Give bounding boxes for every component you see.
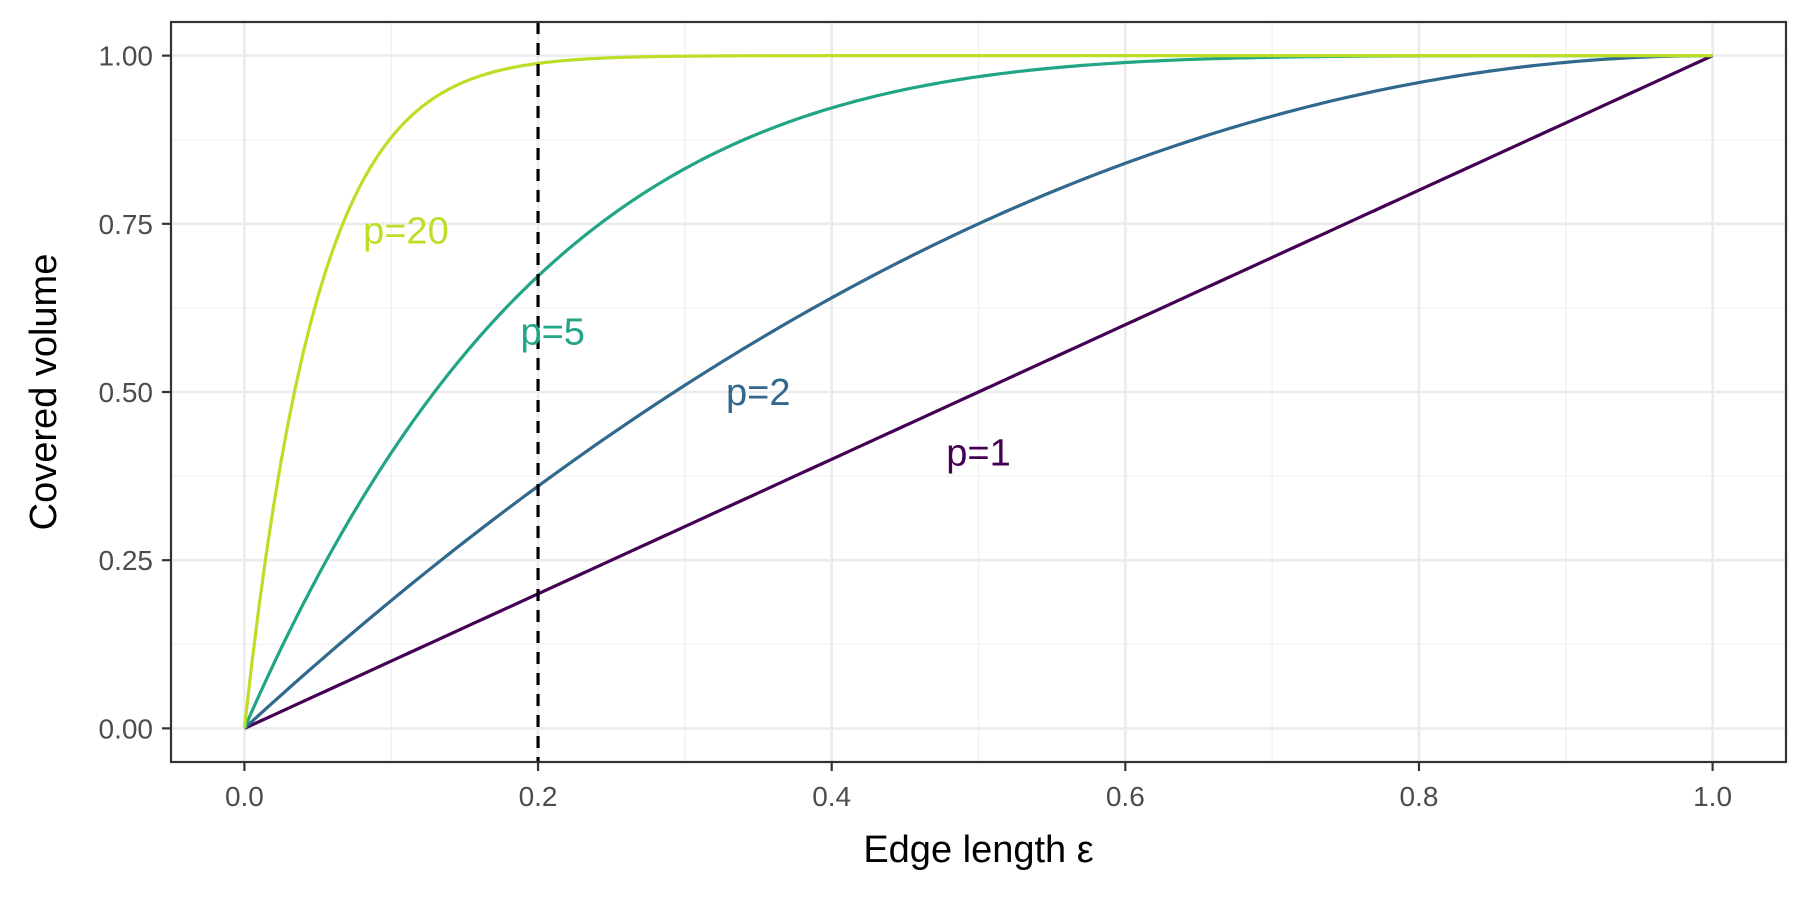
x-tick-label: 1.0 [1693,781,1732,812]
y-tick-label: 0.75 [99,209,154,240]
series-line-p=2 [243,54,1713,730]
x-tick-label: 0.0 [225,781,264,812]
series-label-p=5: p=5 [520,311,584,353]
y-tick-label: 0.00 [99,713,154,744]
x-tick-label: 0.8 [1399,781,1438,812]
y-tick-label: 1.00 [99,41,154,72]
x-tick-label: 0.2 [519,781,558,812]
x-tick-label: 0.6 [1106,781,1145,812]
x-axis-ticks: 0.0 0.2 0.4 0.6 0.8 1.0 [225,762,1732,812]
series-line-p=1 [243,54,1714,730]
series-label-p=1: p=1 [946,433,1010,475]
x-tick-label: 0.4 [812,781,851,812]
y-tick-label: 0.25 [99,545,154,576]
y-tick-label: 0.50 [99,377,154,408]
series-label-p=20: p=20 [363,211,449,253]
series-labels: p=1 p=2 p=5 p=20 [363,211,1011,475]
series-label-p=2: p=2 [726,372,790,414]
series-line-p=20 [242,54,1713,729]
x-axis-title: Edge length ε [863,829,1093,871]
series-lines [242,54,1714,730]
y-axis-title: Covered volume [23,254,65,531]
y-axis-ticks: 0.00 0.25 0.50 0.75 1.00 [99,41,171,744]
